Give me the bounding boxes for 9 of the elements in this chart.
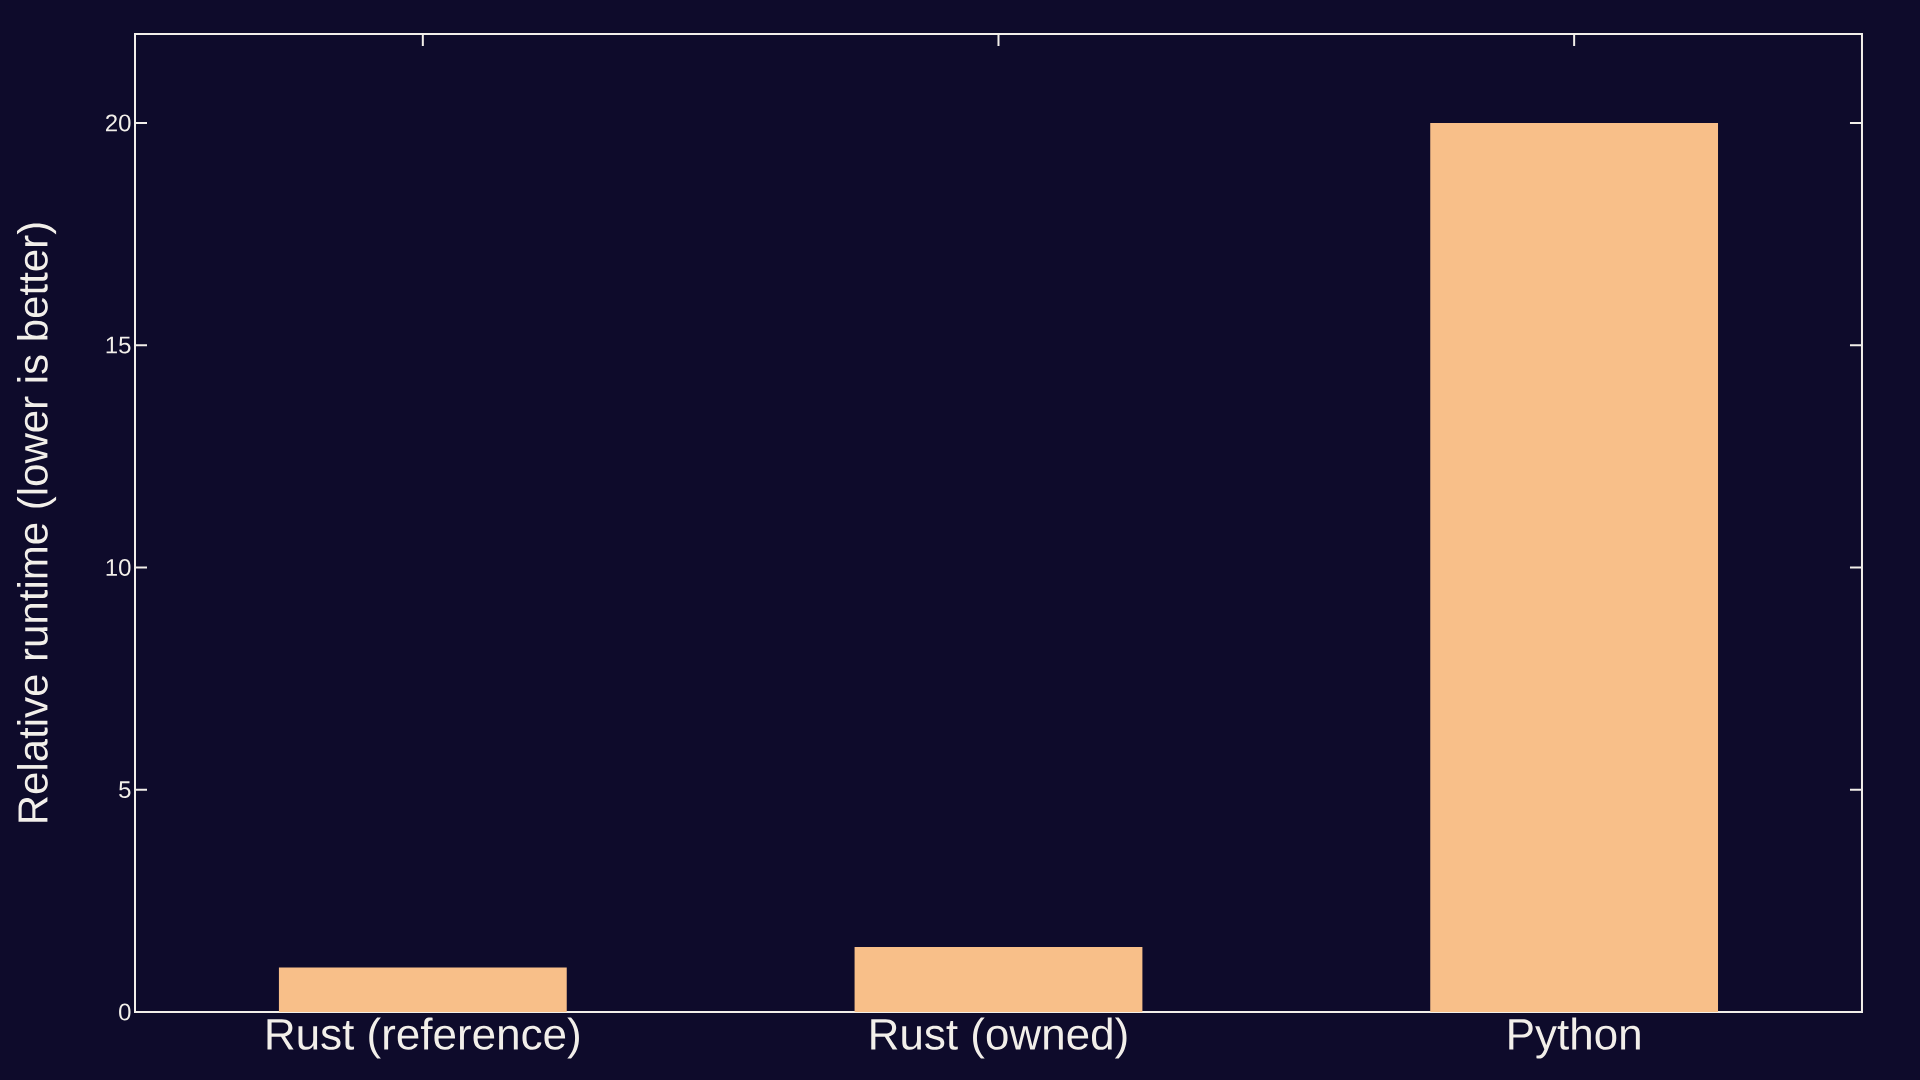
x-tick-label: Rust (reference)	[267, 1017, 579, 1059]
y-tick-label: 0	[119, 1003, 131, 1021]
x-tick-label: Rust (owned)	[871, 1017, 1127, 1059]
y-tick-label: 15	[106, 336, 131, 354]
y-axis-title: Relative runtime (lower is better)	[16, 223, 57, 822]
x-tick-label: Python	[1509, 1017, 1640, 1059]
y-tick-label: 5	[119, 781, 131, 799]
y-tick-label: 20	[105, 114, 131, 132]
y-tick-label: 10	[106, 558, 131, 576]
